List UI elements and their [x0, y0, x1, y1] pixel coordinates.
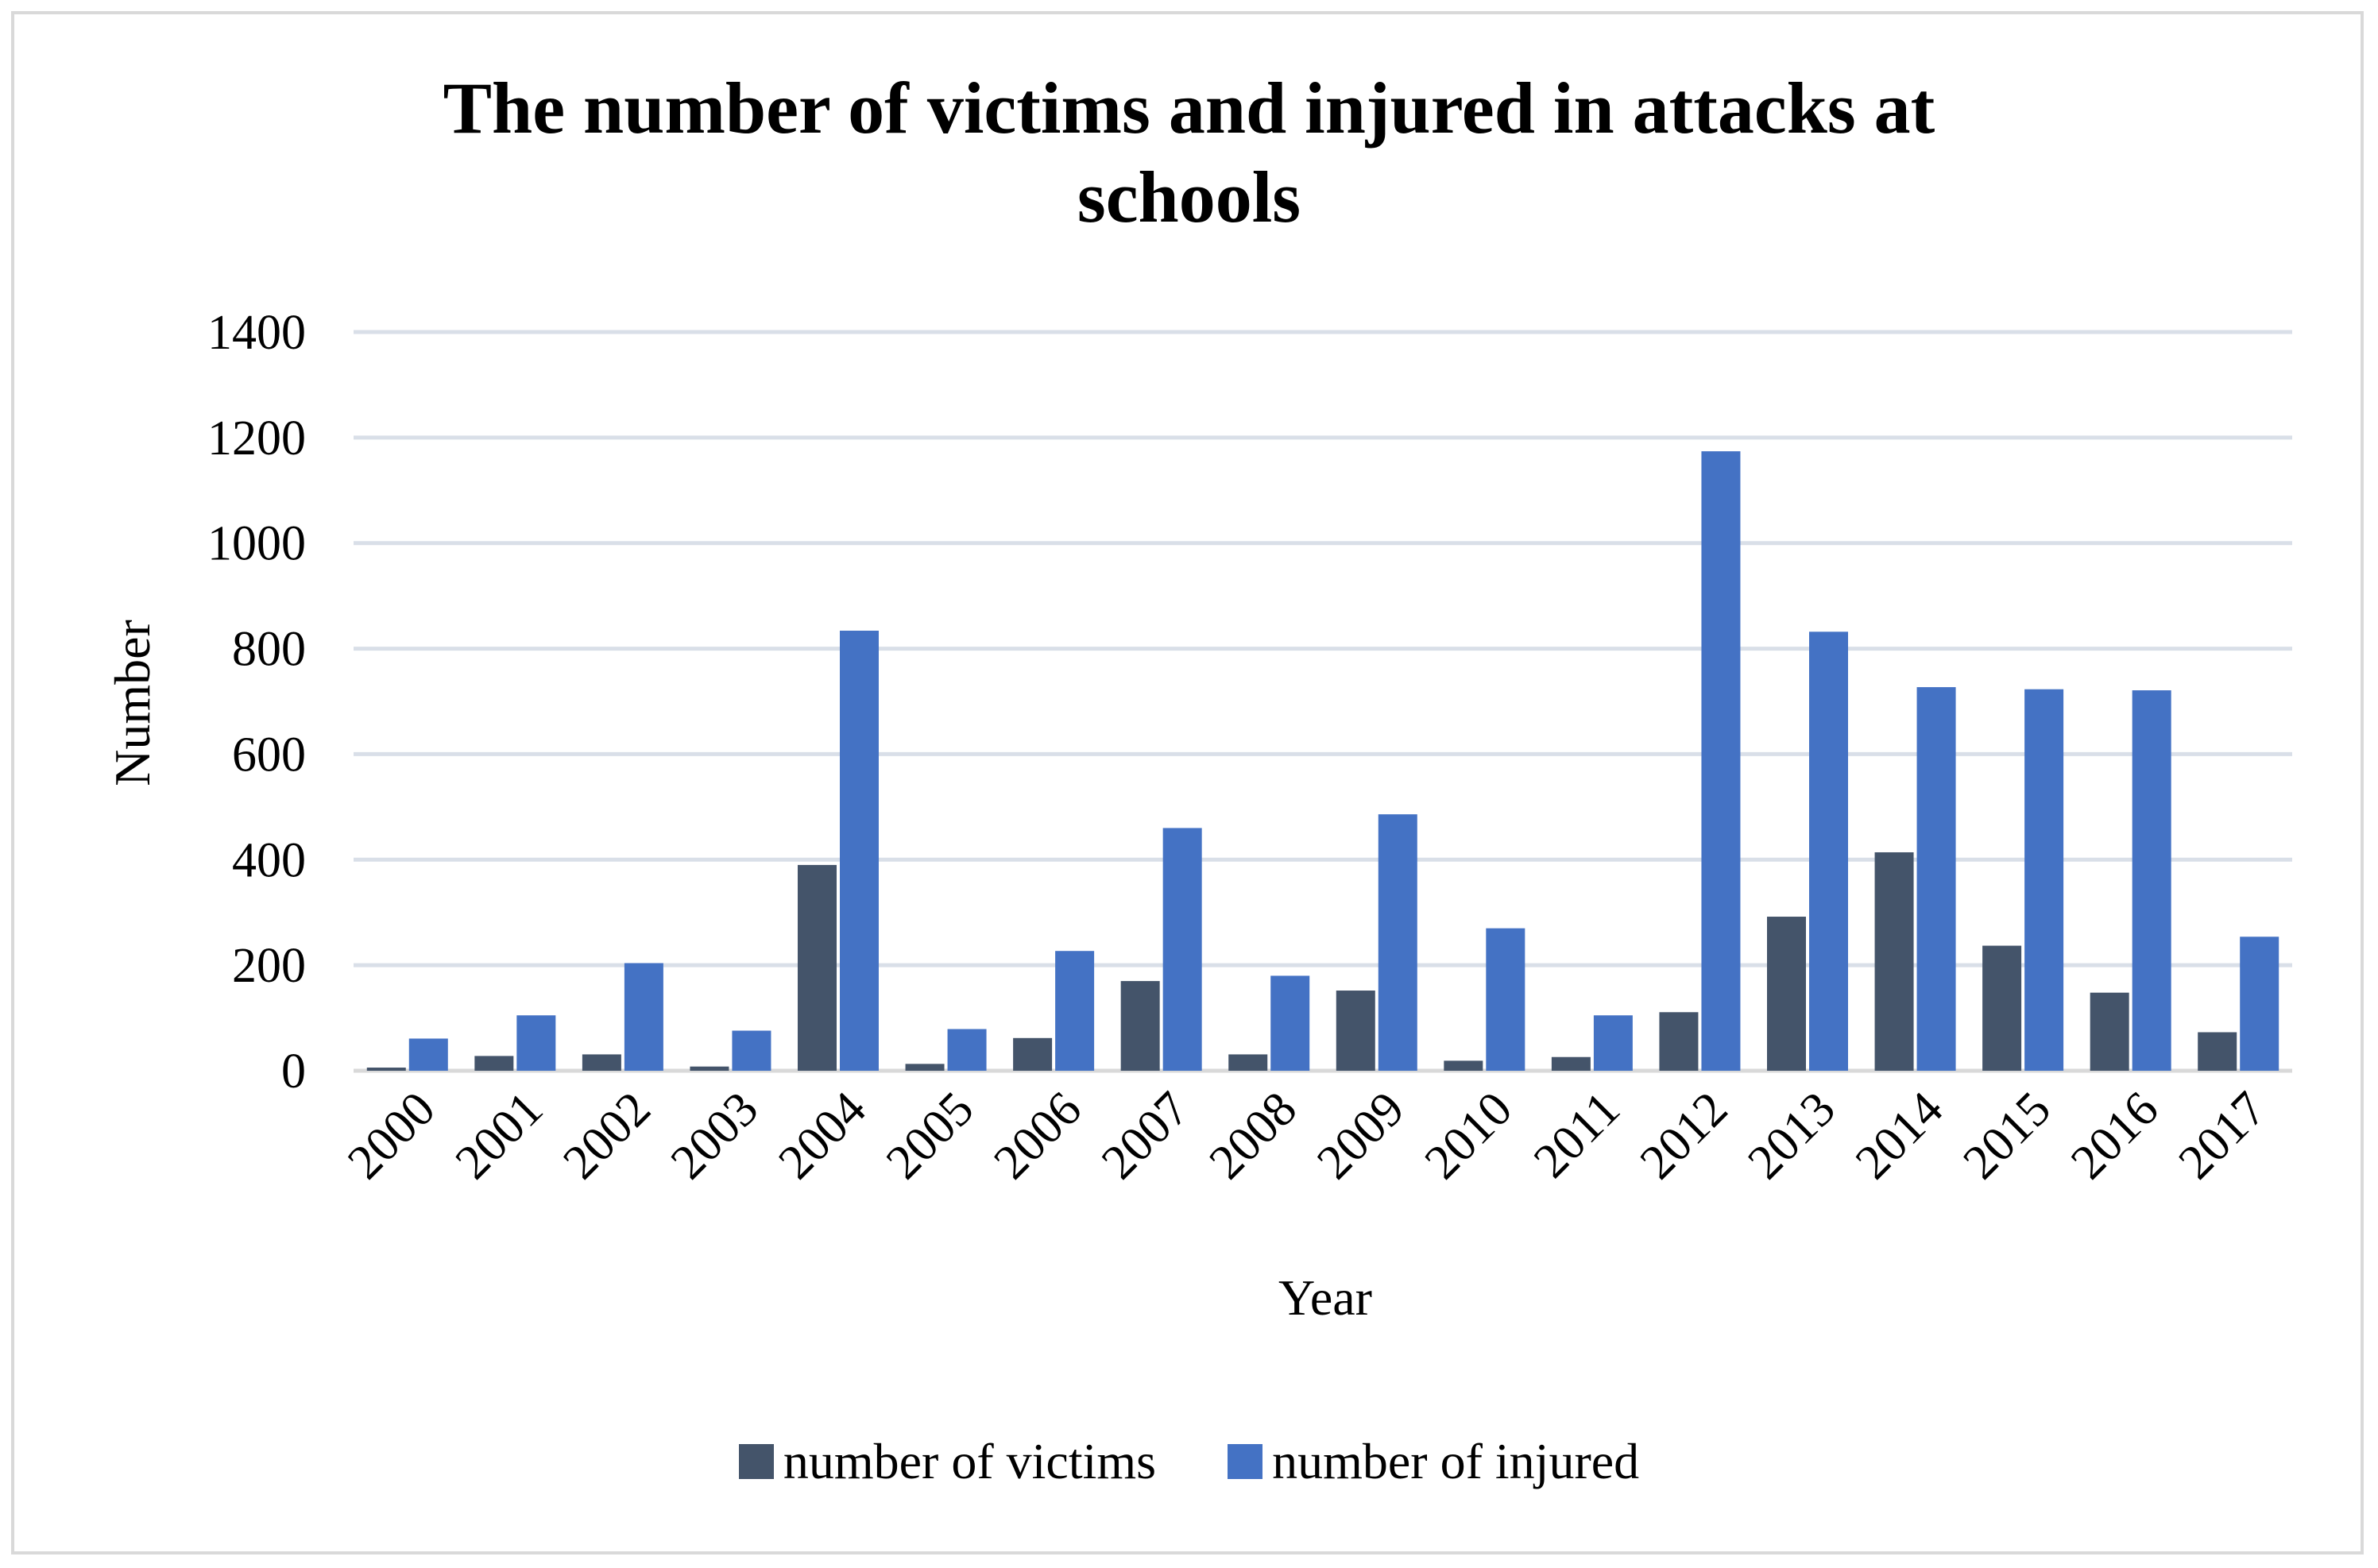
y-axis-ticks: 0 200 400 600 800 1000 1200 1400 [207, 306, 306, 1099]
bar-injured-2004 [840, 630, 879, 1071]
x-tick-label-2001: 2001 [445, 1082, 553, 1190]
bar-victims-2000 [366, 1068, 406, 1071]
bar-victims-2016 [2090, 992, 2129, 1071]
chart-title: The number of victims and injured in att… [0, 64, 2378, 241]
x-tick-label-2004: 2004 [768, 1082, 876, 1190]
x-tick-label-2000: 2000 [338, 1082, 446, 1190]
bar-injured-2002 [624, 963, 663, 1071]
legend-label-injured: number of injured [1272, 1433, 1640, 1489]
bar-injured-2007 [1162, 828, 1202, 1071]
bar-injured-2012 [1701, 451, 1741, 1071]
bar-victims-2007 [1120, 981, 1160, 1071]
bar-injured-2013 [1809, 631, 1848, 1071]
bar-victims-2008 [1228, 1054, 1268, 1071]
y-tick-label-200: 200 [232, 939, 306, 993]
legend-item-injured: number of injured [1228, 1432, 1639, 1491]
bar-injured-2014 [1916, 687, 1956, 1071]
bar-victims-2006 [1013, 1037, 1053, 1071]
x-tick-label-2009: 2009 [1307, 1082, 1415, 1190]
legend-item-victims: number of victims [738, 1432, 1157, 1491]
x-tick-label-2011: 2011 [1524, 1082, 1630, 1188]
legend-label-victims: number of victims [783, 1433, 1157, 1489]
bar-injured-2016 [2132, 690, 2171, 1071]
bar-injured-2001 [516, 1015, 556, 1071]
chart-title-line-1: The number of victims and injured in att… [443, 68, 1935, 149]
x-tick-label-2014: 2014 [1846, 1082, 1954, 1190]
bar-injured-2005 [947, 1029, 987, 1071]
bar-victims-2013 [1767, 917, 1806, 1071]
bar-victims-2017 [2198, 1032, 2237, 1071]
bar-victims-2009 [1336, 991, 1375, 1071]
y-axis-label: Number [104, 620, 160, 786]
y-tick-label-1200: 1200 [207, 411, 306, 465]
y-tick-label-600: 600 [232, 728, 306, 782]
bar-victims-2003 [690, 1066, 729, 1071]
chart-title-line-2: schools [1077, 156, 1301, 238]
bars [366, 451, 2279, 1071]
y-tick-label-800: 800 [232, 623, 306, 677]
x-tick-label-2003: 2003 [661, 1082, 769, 1190]
x-tick-label-2007: 2007 [1092, 1082, 1200, 1190]
bar-victims-2002 [582, 1054, 621, 1071]
bar-victims-2011 [1551, 1056, 1591, 1071]
x-tick-label-2008: 2008 [1199, 1082, 1307, 1190]
bar-victims-2012 [1659, 1012, 1699, 1071]
x-tick-label-2017: 2017 [2168, 1082, 2276, 1190]
legend: number of victims number of injured [0, 1430, 2378, 1493]
x-tick-label-2013: 2013 [1738, 1082, 1846, 1190]
y-tick-label-1000: 1000 [207, 517, 306, 571]
x-tick-label-2015: 2015 [1953, 1082, 2061, 1190]
x-tick-label-2006: 2006 [984, 1082, 1092, 1190]
x-axis-label: Year [1278, 1269, 1372, 1326]
bar-injured-2017 [2240, 937, 2279, 1071]
bar-victims-2005 [905, 1064, 945, 1071]
x-tick-label-2010: 2010 [1414, 1082, 1522, 1190]
bar-injured-2003 [732, 1030, 771, 1071]
x-axis-ticks: 2000 2001 2002 2003 2004 2005 2006 2007 2008 2009… [338, 1082, 2276, 1190]
legend-swatch-injured [1228, 1444, 1263, 1479]
bar-victims-2014 [1874, 852, 1914, 1071]
x-tick-label-2005: 2005 [876, 1082, 984, 1190]
legend-swatch-victims [738, 1444, 774, 1479]
bar-injured-2008 [1270, 975, 1310, 1071]
bar-injured-2000 [408, 1038, 448, 1071]
bar-injured-2006 [1055, 951, 1095, 1071]
bar-victims-2001 [474, 1056, 514, 1071]
x-tick-label-2016: 2016 [2061, 1082, 2169, 1190]
x-tick-label-2012: 2012 [1630, 1082, 1738, 1190]
y-tick-label-400: 400 [232, 833, 306, 887]
bar-victims-2010 [1444, 1060, 1483, 1071]
bar-injured-2010 [1486, 928, 1525, 1071]
gridlines [354, 330, 2292, 1073]
bar-injured-2015 [2024, 689, 2064, 1071]
bar-victims-2004 [798, 864, 837, 1071]
bar-victims-2015 [1982, 945, 2022, 1071]
y-tick-label-1400: 1400 [207, 306, 306, 360]
y-tick-label-0: 0 [281, 1045, 306, 1099]
chart-frame [11, 11, 2364, 1554]
bar-injured-2011 [1593, 1015, 1633, 1071]
bar-injured-2009 [1378, 814, 1417, 1071]
x-tick-label-2002: 2002 [553, 1082, 661, 1190]
